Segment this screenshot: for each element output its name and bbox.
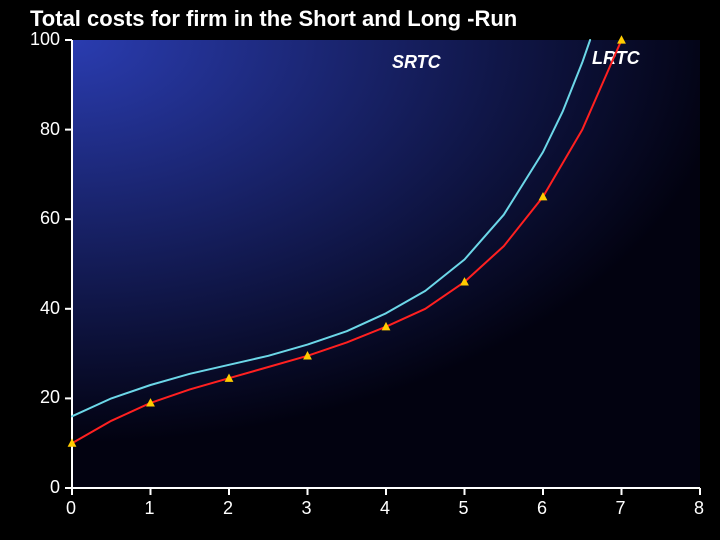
chart-title: Total costs for firm in the Short and Lo… bbox=[30, 6, 517, 32]
y-tick-label: 40 bbox=[40, 298, 60, 319]
srtc-label: SRTC bbox=[392, 52, 441, 73]
x-tick-label: 8 bbox=[694, 498, 704, 519]
x-tick-label: 3 bbox=[302, 498, 312, 519]
x-tick-label: 4 bbox=[380, 498, 390, 519]
y-tick-label: 0 bbox=[50, 477, 60, 498]
x-tick-label: 2 bbox=[223, 498, 233, 519]
lrtc-label: LRTC bbox=[592, 48, 640, 69]
y-tick-label: 80 bbox=[40, 119, 60, 140]
x-tick-label: 0 bbox=[66, 498, 76, 519]
x-tick-label: 5 bbox=[459, 498, 469, 519]
plot-background bbox=[72, 40, 700, 488]
x-tick-label: 1 bbox=[145, 498, 155, 519]
y-tick-label: 60 bbox=[40, 208, 60, 229]
x-tick-label: 6 bbox=[537, 498, 547, 519]
x-tick-label: 7 bbox=[616, 498, 626, 519]
y-tick-label: 20 bbox=[40, 387, 60, 408]
y-tick-label: 100 bbox=[30, 29, 60, 50]
